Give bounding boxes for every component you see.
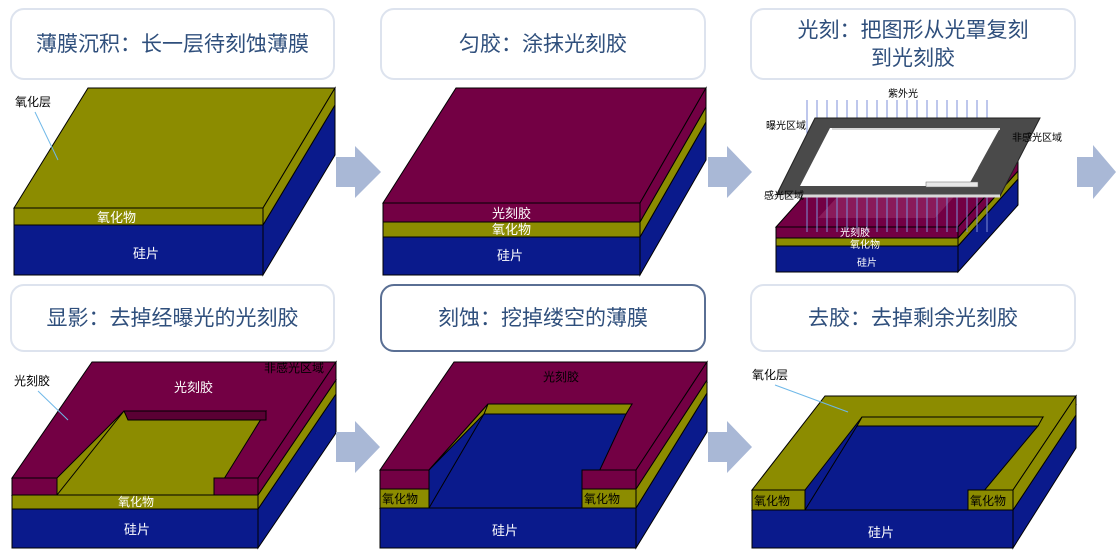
mask-open-gap xyxy=(830,168,978,186)
silicon-front-face xyxy=(775,245,959,273)
oxide-label: 氧化物 xyxy=(118,495,154,509)
oxide-layer-label: 氧化层 xyxy=(15,95,51,109)
resist-front-right xyxy=(581,469,637,490)
silicon-label: 硅片 xyxy=(857,256,877,269)
step6-wafer: 氧化层 氧化物 氧化物 硅片 xyxy=(750,368,1077,550)
arrow-right-4 xyxy=(336,421,380,473)
silicon-label: 硅片 xyxy=(497,249,523,264)
arrow-right-3 xyxy=(1077,145,1116,199)
oxide-label: 氧化物 xyxy=(97,211,136,226)
photoresist-label: 光刻胶 xyxy=(492,206,531,222)
resist-front-left xyxy=(11,477,58,496)
oxide-label-right: 氧化物 xyxy=(970,494,1006,508)
oxide-label: 氧化物 xyxy=(492,223,531,238)
oxide-front-face xyxy=(13,207,264,226)
step4-caption: 显影：去掉经曝光的光刻胶 xyxy=(10,284,335,352)
oxide-label-left: 氧化物 xyxy=(382,492,418,506)
step1-wafer: 氧化物 硅片 氧化层 xyxy=(13,86,336,277)
step6-caption: 去胶：去掉剩余光刻胶 xyxy=(750,284,1076,352)
sensitized-region-label: 感光区域 xyxy=(764,189,804,202)
oxide-label-right: 氧化物 xyxy=(584,492,620,506)
photoresist-label: 光刻胶 xyxy=(14,373,50,388)
step2-wafer: 光刻胶 氧化物 硅片 xyxy=(382,86,707,277)
silicon-label: 硅片 xyxy=(492,524,518,539)
step3-caption: 光刻：把图形从光罩复刻到光刻胶 xyxy=(750,8,1076,80)
resist-front-left xyxy=(379,469,430,490)
unexposed-region-label: 非感光区域 xyxy=(1012,131,1062,144)
step3-lithography: 紫外光 曝光区域 非感光区域 感光区域 光刻胶 氧化物 硅片 xyxy=(764,87,1062,274)
step5-caption: 刻蚀：挖掉缕空的薄膜 xyxy=(380,284,706,352)
silicon-front-face xyxy=(13,224,264,276)
silicon-front-face xyxy=(751,509,1014,549)
silicon-label: 硅片 xyxy=(868,526,894,541)
silicon-front-face xyxy=(11,508,259,549)
resist-front-right xyxy=(213,477,259,496)
arrow-right-2 xyxy=(708,146,752,198)
oxide-layer-label: 氧化层 xyxy=(752,368,788,382)
step2-caption: 匀胶：涂抹光刻胶 xyxy=(380,8,706,80)
oxide-label: 氧化物 xyxy=(850,238,880,251)
photoresist-label-top: 光刻胶 xyxy=(174,380,213,396)
step1-caption: 薄膜沉积：长一层待刻蚀薄膜 xyxy=(10,8,335,80)
exposed-region-label: 曝光区域 xyxy=(766,119,806,132)
silicon-label: 硅片 xyxy=(124,523,150,538)
photoresist-label: 光刻胶 xyxy=(840,226,870,239)
uv-light-label: 紫外光 xyxy=(888,87,918,100)
silicon-front-face xyxy=(379,507,637,549)
silicon-front-face xyxy=(382,236,641,276)
photoresist-label: 光刻胶 xyxy=(543,369,579,384)
oxide-inner-ledge xyxy=(483,403,633,415)
step5-wafer: 光刻胶 氧化物 氧化物 硅片 xyxy=(379,360,708,550)
silicon-label: 硅片 xyxy=(133,247,159,262)
unexposed-region-label: 非感光区域 xyxy=(264,360,324,375)
arrow-right-1 xyxy=(336,146,381,198)
step4-wafer: 光刻胶 氧化物 硅片 光刻胶 非感光区域 xyxy=(11,360,337,550)
arrow-right-5 xyxy=(708,421,752,473)
oxide-label-left: 氧化物 xyxy=(754,494,790,508)
